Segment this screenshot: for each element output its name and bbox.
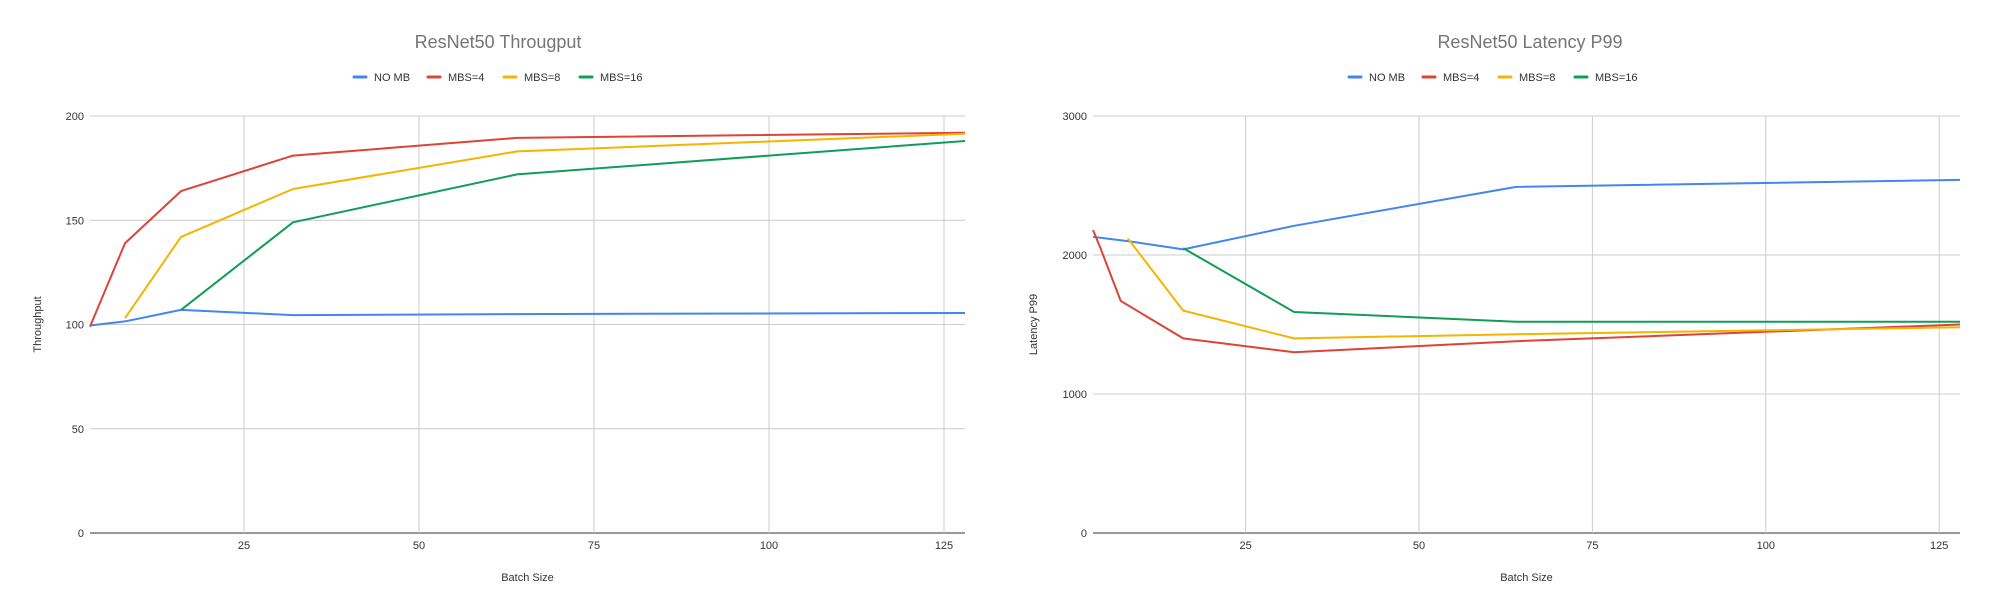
series-line-mbs-16: [1182, 247, 1960, 323]
chart-title: ResNet50 Latency P99: [1437, 32, 1622, 52]
x-axis-label: Batch Size: [501, 572, 554, 584]
legend-item-mbs-4[interactable]: MBS=4: [1421, 72, 1479, 84]
series-line-mbs-8: [124, 132, 966, 319]
series-line-mbs-4: [1092, 229, 1961, 354]
series-line-mbs-4: [89, 131, 966, 327]
x-tick-label: 50: [413, 540, 425, 552]
y-axis-label: Throughput: [32, 296, 44, 352]
x-axis-label: Batch Size: [1500, 572, 1553, 584]
series-line-mbs-8: [1126, 237, 1961, 340]
legend-item-mbs-16[interactable]: MBS=16: [1573, 72, 1638, 84]
legend-label: MBS=8: [1519, 72, 1555, 84]
series-line-no-mb: [1092, 178, 1961, 251]
x-tick-label: 100: [1757, 540, 1775, 552]
x-tick-label: 50: [1413, 540, 1425, 552]
legend-label: NO MB: [374, 72, 410, 84]
y-tick-label: 50: [72, 424, 84, 436]
legend-label: MBS=8: [524, 72, 560, 84]
y-axis-label: Latency P99: [1028, 294, 1040, 355]
chart-1: ResNet50 Througput NO MB MBS=4 MBS=8 MBS=16 0…: [32, 32, 966, 584]
legend-item-mbs-16[interactable]: MBS=16: [578, 72, 643, 84]
legend-label: MBS=16: [1595, 72, 1638, 84]
legend-label: MBS=4: [448, 72, 484, 84]
x-tick-label: 125: [935, 540, 953, 552]
legend-label: MBS=4: [1443, 72, 1479, 84]
legend-label: NO MB: [1369, 72, 1405, 84]
y-tick-label: 150: [66, 215, 84, 227]
y-tick-label: 1000: [1063, 389, 1087, 401]
x-tick-label: 25: [238, 540, 250, 552]
x-tick-label: 75: [1586, 540, 1598, 552]
chart-2: ResNet50 Latency P99 NO MB MBS=4 MBS=8 MBS=1…: [1028, 32, 1961, 584]
y-tick-label: 200: [66, 111, 84, 123]
legend-item-no-mb[interactable]: NO MB: [1347, 72, 1405, 84]
y-tick-label: 0: [1081, 528, 1087, 540]
legend-label: MBS=16: [600, 72, 643, 84]
legend-item-mbs-8[interactable]: MBS=8: [1497, 72, 1555, 84]
x-tick-label: 25: [1239, 540, 1251, 552]
chart-title: ResNet50 Througput: [415, 32, 582, 52]
legend-item-mbs-4[interactable]: MBS=4: [426, 72, 484, 84]
series-line-no-mb: [89, 308, 966, 327]
y-tick-label: 2000: [1063, 250, 1087, 262]
legend-item-no-mb[interactable]: NO MB: [352, 72, 410, 84]
x-tick-label: 100: [760, 540, 778, 552]
x-tick-label: 75: [588, 540, 600, 552]
x-tick-label: 125: [1930, 540, 1948, 552]
y-tick-label: 100: [66, 320, 84, 332]
y-tick-label: 0: [78, 528, 84, 540]
series-line-mbs-16: [180, 140, 966, 311]
legend-item-mbs-8[interactable]: MBS=8: [502, 72, 560, 84]
y-tick-label: 3000: [1063, 111, 1087, 123]
